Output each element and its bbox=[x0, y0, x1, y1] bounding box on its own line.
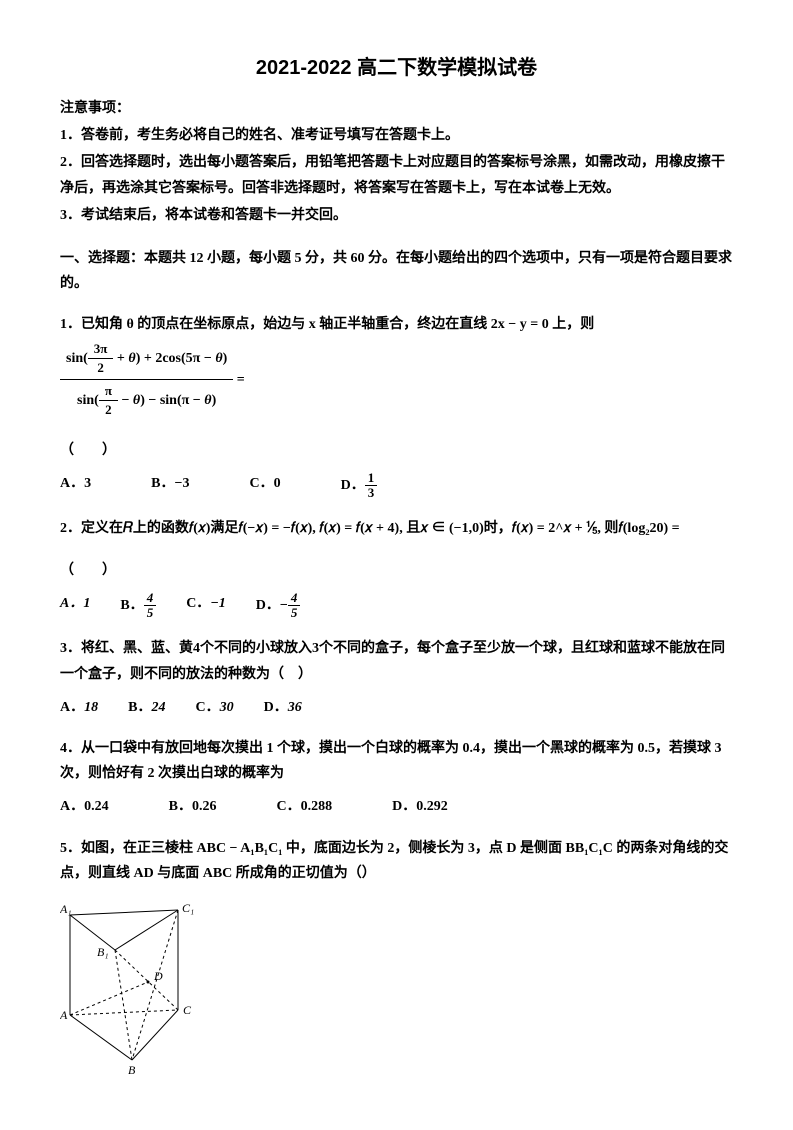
q3-opt-b: B．24 bbox=[128, 695, 165, 720]
notice-block: 注意事项： 1．答卷前，考生务必将自己的姓名、准考证号填写在答题卡上。 2．回答… bbox=[60, 96, 733, 228]
section-1-header: 一、选择题：本题共 12 小题，每小题 5 分，共 60 分。在每小题给出的四个… bbox=[60, 246, 733, 296]
q2-paren: （ ） bbox=[60, 558, 733, 583]
q1-options: A．3 B．−3 C．0 D．13 bbox=[60, 471, 733, 501]
q1-opt-c: C．0 bbox=[249, 471, 280, 501]
q3-opt-d: D．36 bbox=[264, 695, 302, 720]
question-4: 4．从一口袋中有放回地每次摸出 1 个球，摸出一个白球的概率为 0.4，摸出一个… bbox=[60, 736, 733, 786]
svg-text:A₁: A₁ bbox=[60, 902, 72, 916]
svg-text:C₁: C₁ bbox=[182, 901, 194, 915]
question-2: 2．定义在𝑅上的函数𝑓(𝑥)满足𝑓(−𝑥) = −𝑓(𝑥), 𝑓(𝑥) = 𝑓(… bbox=[60, 516, 733, 541]
q3-opt-a: A．18 bbox=[60, 695, 98, 720]
prism-figure: A₁ C₁ B₁ A C B D bbox=[60, 900, 733, 1080]
q1-stem-a: 1．已知角 θ 的顶点在坐标原点，始边与 x 轴正半轴重合，终边在直线 2x −… bbox=[60, 317, 594, 332]
question-5: 5．如图，在正三棱柱 ABC − A₁B₁C₁ 中，底面边长为 2，侧棱长为 3… bbox=[60, 836, 733, 886]
notice-1: 1．答卷前，考生务必将自己的姓名、准考证号填写在答题卡上。 bbox=[60, 123, 733, 148]
q4-opt-c: C．0.288 bbox=[276, 794, 332, 819]
svg-text:D: D bbox=[153, 969, 163, 983]
q1-stem-b: = bbox=[237, 372, 245, 387]
q1-opt-b: B．−3 bbox=[151, 471, 189, 501]
question-1: 1．已知角 θ 的顶点在坐标原点，始边与 x 轴正半轴重合，终边在直线 2x −… bbox=[60, 312, 733, 421]
q2-options: A．1 B．45 C．−1 D．−45 bbox=[60, 591, 733, 621]
q4-opt-b: B．0.26 bbox=[169, 794, 217, 819]
q1-paren: （ ） bbox=[60, 438, 733, 463]
notice-2: 2．回答选择题时，选出每小题答案后，用铅笔把答题卡上对应题目的答案标号涂黑，如需… bbox=[60, 150, 733, 200]
q2-opt-c: C．−1 bbox=[186, 591, 226, 621]
svg-text:B: B bbox=[128, 1063, 136, 1077]
q3-opt-c: C．30 bbox=[195, 695, 233, 720]
page-title: 2021-2022 高二下数学模拟试卷 bbox=[60, 50, 733, 86]
svg-text:B₁: B₁ bbox=[97, 945, 109, 959]
q3-options: A．18 B．24 C．30 D．36 bbox=[60, 695, 733, 720]
q1-opt-d: D．13 bbox=[341, 471, 378, 501]
svg-text:A: A bbox=[60, 1008, 68, 1022]
notice-3: 3．考试结束后，将本试卷和答题卡一并交回。 bbox=[60, 203, 733, 228]
q4-opt-d: D．0.292 bbox=[392, 794, 448, 819]
q2-opt-a: A．1 bbox=[60, 591, 90, 621]
q4-options: A．0.24 B．0.26 C．0.288 D．0.292 bbox=[60, 794, 733, 819]
q1-opt-a: A．3 bbox=[60, 471, 91, 501]
q2-opt-d: D．−45 bbox=[256, 591, 301, 621]
svg-text:C: C bbox=[183, 1003, 192, 1017]
question-3: 3．将红、黑、蓝、黄4个不同的小球放入3个不同的盒子，每个盒子至少放一个球，且红… bbox=[60, 636, 733, 686]
q2-opt-b: B．45 bbox=[120, 591, 156, 621]
notice-header: 注意事项： bbox=[60, 96, 733, 121]
q1-fraction: sin(3π2 + θ) + 2cos(5π − θ) sin(π2 − θ) … bbox=[60, 338, 233, 422]
q4-opt-a: A．0.24 bbox=[60, 794, 109, 819]
